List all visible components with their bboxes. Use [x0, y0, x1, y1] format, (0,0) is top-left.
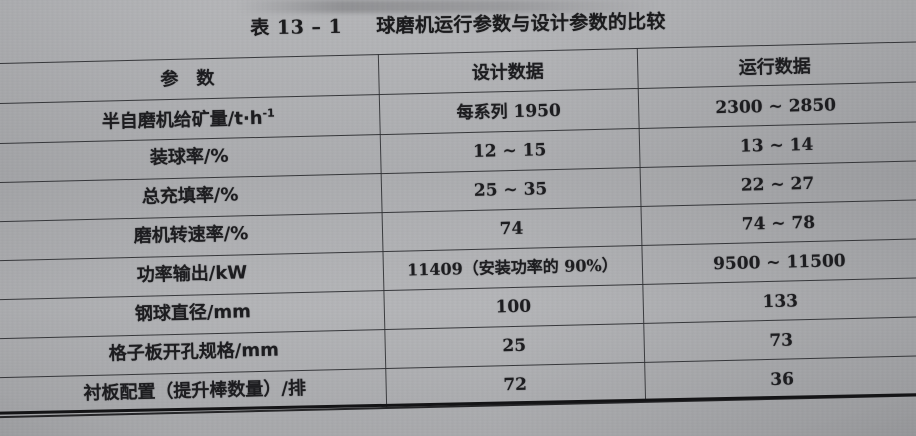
row-parameter-text: 半自磨机给矿量/t·h [101, 107, 263, 133]
row-parameter-label: 总充填率/% [141, 184, 239, 208]
row-parameter-label: 磨机转速率/% [133, 223, 249, 247]
row-design-value: 11409（安装功率的 90%） [406, 255, 618, 280]
row-design-value: 25 ~ 35 [473, 179, 548, 201]
row-parameter-superscript: -1 [262, 106, 275, 120]
column-header-design: 设计数据 [471, 61, 545, 84]
row-operating-value: 9500 ~ 11500 [712, 251, 846, 275]
column-header-operating: 运行数据 [738, 55, 811, 79]
row-parameter-label: 功率输出/kW [136, 262, 248, 286]
row-operating-value: 22 ~ 27 [740, 173, 815, 196]
row-operating-value: 36 [770, 369, 795, 390]
column-header-parameter: 参 数 [160, 67, 215, 91]
row-design-value: 74 [499, 218, 524, 240]
row-design-value: 12 ~ 15 [472, 140, 547, 162]
row-design-value: 25 [502, 335, 527, 357]
row-parameter-label: 装球率/% [149, 145, 229, 169]
row-operating-value: 73 [769, 330, 794, 351]
row-operating-value: 2300 ~ 2850 [715, 95, 837, 119]
row-design-value: 72 [503, 374, 528, 396]
row-parameter-label: 半自磨机给矿量/t·h-1 [0, 105, 380, 134]
row-design-value: 100 [495, 296, 532, 318]
row-parameter-label: 格子板开孔规格/mm [108, 339, 280, 365]
row-operating-value: 133 [762, 291, 799, 313]
row-design-value: 每系列 1950 [456, 100, 562, 124]
row-operating-value: 74 ~ 78 [741, 212, 816, 235]
row-parameter-label: 钢球直径/mm [134, 301, 252, 325]
row-operating-value: 13 ~ 14 [739, 134, 814, 157]
parameter-comparison-table: 参 数 设计数据 运行数据 半自磨机给矿量/t·h-1 每系列 1950 230… [0, 33, 916, 419]
row-parameter-label: 衬板配置（提升棒数量）/排 [83, 377, 307, 405]
